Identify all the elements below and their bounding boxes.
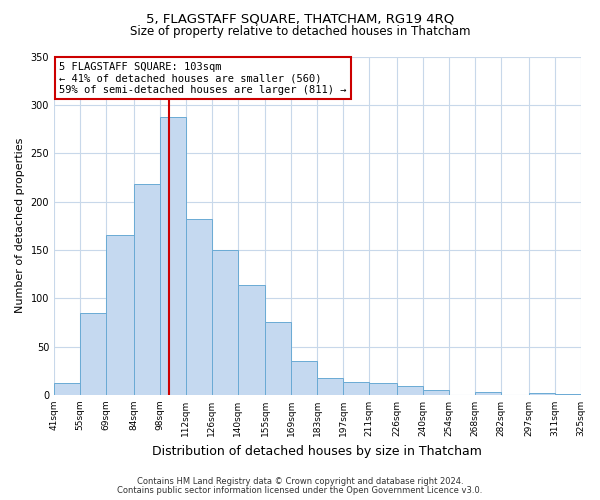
Bar <box>317 378 343 395</box>
Bar <box>54 384 80 395</box>
Bar <box>475 392 501 395</box>
Bar <box>369 384 397 395</box>
Text: 5 FLAGSTAFF SQUARE: 103sqm
← 41% of detached houses are smaller (560)
59% of sem: 5 FLAGSTAFF SQUARE: 103sqm ← 41% of deta… <box>59 62 347 95</box>
Bar <box>80 312 106 395</box>
Bar <box>160 118 185 395</box>
Bar <box>106 236 134 395</box>
X-axis label: Distribution of detached houses by size in Thatcham: Distribution of detached houses by size … <box>152 444 482 458</box>
Text: Contains public sector information licensed under the Open Government Licence v3: Contains public sector information licen… <box>118 486 482 495</box>
Bar <box>238 284 265 395</box>
Bar <box>529 393 554 395</box>
Bar <box>212 250 238 395</box>
Bar <box>265 322 292 395</box>
Bar <box>185 219 212 395</box>
Bar <box>397 386 423 395</box>
Text: Contains HM Land Registry data © Crown copyright and database right 2024.: Contains HM Land Registry data © Crown c… <box>137 477 463 486</box>
Bar <box>343 382 369 395</box>
Y-axis label: Number of detached properties: Number of detached properties <box>15 138 25 314</box>
Text: Size of property relative to detached houses in Thatcham: Size of property relative to detached ho… <box>130 25 470 38</box>
Bar <box>292 361 317 395</box>
Bar <box>423 390 449 395</box>
Text: 5, FLAGSTAFF SQUARE, THATCHAM, RG19 4RQ: 5, FLAGSTAFF SQUARE, THATCHAM, RG19 4RQ <box>146 12 454 26</box>
Bar <box>134 184 160 395</box>
Bar <box>554 394 581 395</box>
